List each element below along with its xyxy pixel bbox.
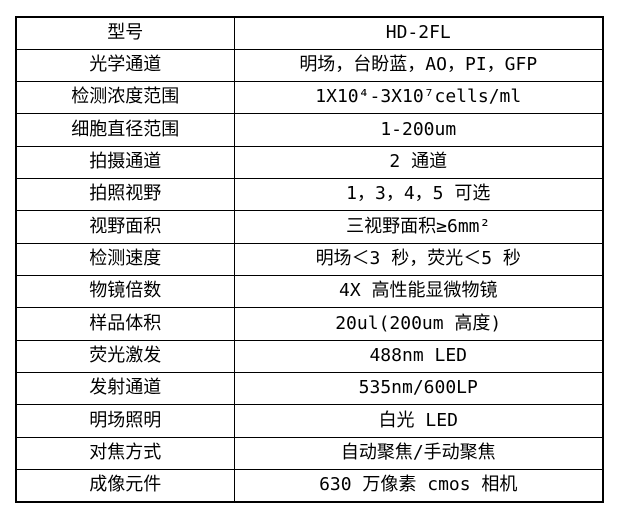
spec-label: 视野面积 [15,210,235,244]
spec-value: 白光 LED [233,404,604,438]
spec-row: 明场照明 白光 LED [15,404,604,438]
spec-label: 对焦方式 [15,436,235,471]
spec-row: 拍摄通道 2 通道 [15,145,604,180]
spec-value: 自动聚焦/手动聚焦 [233,436,604,471]
spec-label: 成像元件 [15,469,235,503]
spec-value: 明场，台盼蓝，AO，PI，GFP [233,48,604,83]
spec-label: 拍照视野 [15,178,235,212]
spec-value: 2 通道 [233,145,604,180]
spec-table-body: 型号 HD-2FL 光学通道 明场，台盼蓝，AO，PI，GFP 检测浓度范围 1… [15,16,604,503]
spec-row: 检测浓度范围 1X10⁴-3X10⁷cells/ml [15,81,604,115]
spec-table: 型号 HD-2FL 光学通道 明场，台盼蓝，AO，PI，GFP 检测浓度范围 1… [15,16,604,503]
spec-value: 1-200um [233,113,604,147]
spec-value: 20ul(200um 高度) [233,307,604,341]
spec-value: 三视野面积≥6mm² [233,210,604,244]
spec-value: 1X10⁴-3X10⁷cells/ml [233,81,604,115]
spec-label: 检测浓度范围 [15,81,235,115]
spec-row: 样品体积 20ul(200um 高度) [15,307,604,341]
spec-row: 视野面积 三视野面积≥6mm² [15,210,604,244]
spec-row: 光学通道 明场，台盼蓝，AO，PI，GFP [15,48,604,83]
spec-row: 拍照视野 1，3，4，5 可选 [15,178,604,212]
spec-row: 荧光激发 488nm LED [15,339,604,374]
spec-label: 检测速度 [15,242,235,277]
spec-row: 成像元件 630 万像素 cmos 相机 [15,469,604,503]
spec-row: 型号 HD-2FL [15,16,604,50]
spec-value: 488nm LED [233,339,604,374]
spec-label: 光学通道 [15,48,235,83]
spec-row: 物镜倍数 4X 高性能显微物镜 [15,275,604,309]
spec-value: 明场＜3 秒，荧光＜5 秒 [233,242,604,277]
spec-label: 荧光激发 [15,339,235,374]
spec-row: 细胞直径范围 1-200um [15,113,604,147]
spec-row: 检测速度 明场＜3 秒，荧光＜5 秒 [15,242,604,277]
spec-value: 4X 高性能显微物镜 [233,275,604,309]
spec-label: 拍摄通道 [15,145,235,180]
spec-value: HD-2FL [233,16,604,50]
spec-label: 发射通道 [15,372,235,406]
spec-value: 1，3，4，5 可选 [233,178,604,212]
spec-label: 样品体积 [15,307,235,341]
spec-label: 型号 [15,16,235,50]
spec-row: 发射通道 535nm/600LP [15,372,604,406]
spec-value: 630 万像素 cmos 相机 [233,469,604,503]
spec-value: 535nm/600LP [233,372,604,406]
spec-label: 细胞直径范围 [15,113,235,147]
spec-row: 对焦方式 自动聚焦/手动聚焦 [15,436,604,471]
spec-label: 物镜倍数 [15,275,235,309]
spec-label: 明场照明 [15,404,235,438]
